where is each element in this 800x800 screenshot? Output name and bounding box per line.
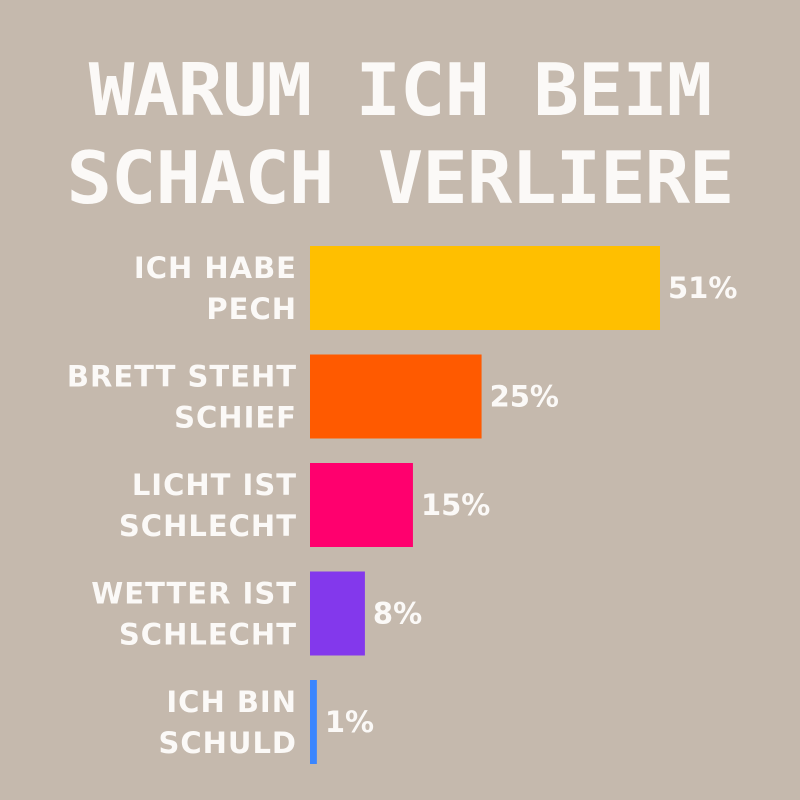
category-label-2-line-1: SCHLECHT	[119, 509, 297, 543]
category-label-3-line-1: SCHLECHT	[119, 618, 297, 652]
bar-2	[310, 463, 413, 547]
chart-title-line-1: WARUM ICH BEIM	[88, 48, 713, 132]
value-label-2: 15%	[421, 488, 490, 522]
value-label-0: 51%	[668, 271, 737, 305]
category-label-0-line-1: PECH	[206, 292, 297, 326]
value-label-3: 8%	[373, 597, 422, 631]
category-label-2-line-0: LICHT IST	[132, 468, 297, 502]
value-label-1: 25%	[490, 380, 559, 414]
category-label-4-line-1: SCHULD	[158, 726, 297, 760]
category-label-3-line-0: WETTER IST	[91, 577, 297, 611]
bar-4	[310, 680, 317, 764]
chart-title-line-2: SCHACH VERLIERE	[66, 136, 735, 220]
bar-1	[310, 354, 482, 439]
category-label-1-line-1: SCHIEF	[174, 401, 297, 435]
category-label-0-line-0: ICH HABE	[134, 251, 297, 285]
bar-3	[310, 571, 365, 656]
category-label-4-line-0: ICH BIN	[166, 685, 297, 719]
category-label-1-line-0: BRETT STEHT	[67, 360, 297, 394]
bar-0	[310, 246, 660, 330]
value-label-4: 1%	[325, 705, 374, 739]
